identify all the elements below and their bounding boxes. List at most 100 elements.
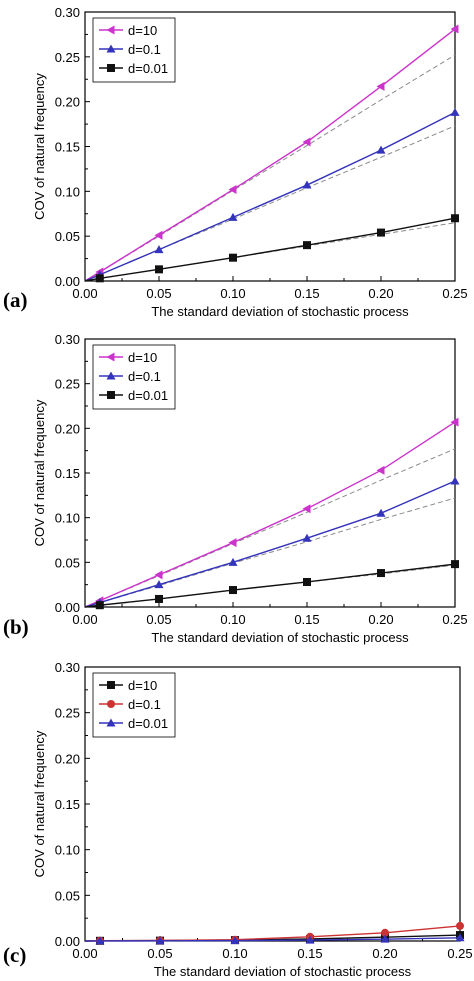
series-line-2 bbox=[84, 563, 456, 608]
legend-marker-1 bbox=[106, 371, 116, 380]
data-point-series-2 bbox=[155, 594, 163, 603]
y-tick-label: 0.05 bbox=[55, 229, 80, 244]
data-point-series-1 bbox=[376, 145, 386, 154]
data-point-series-1 bbox=[381, 928, 389, 937]
legend-label-2: d=0.01 bbox=[128, 388, 168, 403]
data-point-series-1 bbox=[302, 533, 312, 542]
chart-svg-c: 0.00 0.05 0.10 0.15 0.20 0.25 0.30 0.00 0.05 0.10… bbox=[32, 660, 473, 979]
legend-box bbox=[92, 17, 176, 83]
legend-marker-0 bbox=[107, 681, 115, 689]
series-line-1 bbox=[84, 111, 456, 282]
data-point-series-2 bbox=[380, 934, 390, 943]
legend-marker-0 bbox=[106, 25, 115, 35]
y-tick-label: 0.20 bbox=[55, 95, 80, 110]
legend-marker-2 bbox=[106, 718, 116, 727]
data-point-series-1 bbox=[376, 508, 386, 517]
legend-marker-2 bbox=[107, 64, 115, 72]
data-point-series-0 bbox=[302, 504, 311, 514]
chart-svg-a: 0.00 0.05 0.10 0.15 0.20 0.25 0.30 0.00 0.05 0.10… bbox=[32, 5, 468, 319]
chart-panel-b: 0.00 0.05 0.10 0.15 0.20 0.25 0.30 0.00 0.05 0.10… bbox=[0, 327, 474, 654]
data-point-series-0 bbox=[450, 24, 459, 34]
x-tick-label: 0.20 bbox=[372, 946, 397, 961]
data-point-series-2 bbox=[303, 241, 311, 250]
data-point-series-0 bbox=[228, 538, 237, 548]
data-point-series-0 bbox=[302, 137, 311, 147]
y-tick-label: 0.00 bbox=[55, 600, 80, 615]
legend-label-1: d=0.1 bbox=[128, 42, 161, 57]
x-tick-label: 0.05 bbox=[146, 286, 171, 301]
chart-panel-c: 0.00 0.05 0.10 0.15 0.20 0.25 0.30 0.00 0.05 0.10… bbox=[0, 654, 474, 981]
legend-label-2: d=0.01 bbox=[128, 61, 168, 76]
panel-label-c: (c) bbox=[3, 943, 27, 967]
series-line-0 bbox=[84, 421, 456, 608]
legend-box bbox=[92, 344, 176, 410]
x-tick-label: 0.05 bbox=[147, 946, 172, 961]
data-point-series-1 bbox=[450, 476, 460, 485]
data-point-series-1 bbox=[456, 921, 464, 930]
y-tick-label: 0.25 bbox=[55, 377, 80, 392]
x-tick-label: 0.15 bbox=[294, 286, 319, 301]
data-point-series-2 bbox=[305, 935, 315, 944]
data-point-series-0 bbox=[154, 570, 163, 580]
x-tick-label: 0.05 bbox=[146, 612, 171, 627]
y-tick-label: 0.15 bbox=[55, 466, 80, 481]
x-tick-label: 0.20 bbox=[368, 612, 393, 627]
y-tick-label: 0.10 bbox=[55, 843, 80, 858]
series-line-1 bbox=[84, 480, 456, 608]
data-point-series-2 bbox=[155, 265, 163, 274]
legend-label-1: d=0.1 bbox=[128, 369, 161, 384]
legend-label-1: d=0.1 bbox=[128, 697, 161, 712]
chart-panel-a: 0.00 0.05 0.10 0.15 0.20 0.25 0.30 0.00 0.05 0.10… bbox=[0, 0, 474, 327]
y-tick-label: 0.20 bbox=[55, 421, 80, 436]
y-tick-label: 0.30 bbox=[55, 5, 80, 20]
y-tick-label: 0.15 bbox=[55, 797, 80, 812]
data-point-series-1 bbox=[154, 580, 164, 589]
series-line-2 bbox=[84, 217, 456, 282]
data-point-series-2 bbox=[377, 569, 385, 578]
y-axis-label: COV of natural frequency bbox=[32, 73, 47, 220]
data-point-series-1 bbox=[154, 245, 164, 254]
data-point-series-0 bbox=[376, 81, 385, 91]
data-point-series-1 bbox=[228, 557, 238, 566]
y-tick-label: 0.00 bbox=[55, 934, 80, 949]
data-point-series-2 bbox=[451, 560, 459, 569]
panel-label-b: (b) bbox=[3, 615, 29, 639]
x-tick-label: 0.00 bbox=[72, 286, 97, 301]
data-point-series-0 bbox=[450, 417, 459, 427]
y-axis-label: COV of natural frequency bbox=[32, 399, 47, 546]
data-point-series-2 bbox=[377, 228, 385, 237]
x-tick-label: 0.10 bbox=[220, 286, 245, 301]
data-point-series-1 bbox=[450, 107, 460, 116]
x-axis-label: The standard deviation of stochastic pro… bbox=[154, 964, 412, 979]
y-tick-label: 0.15 bbox=[55, 140, 80, 155]
x-tick-label: 0.10 bbox=[222, 946, 247, 961]
y-tick-label: 0.25 bbox=[55, 706, 80, 721]
data-point-series-2 bbox=[230, 936, 240, 945]
x-axis-label: The standard deviation of stochastic pro… bbox=[151, 630, 409, 645]
y-tick-label: 0.10 bbox=[55, 184, 80, 199]
x-tick-label: 0.10 bbox=[220, 612, 245, 627]
y-tick-label: 0.05 bbox=[55, 555, 80, 570]
x-tick-label: 0.25 bbox=[442, 286, 467, 301]
data-point-series-2 bbox=[229, 586, 237, 595]
data-point-series-0 bbox=[154, 230, 163, 240]
y-tick-label: 0.05 bbox=[55, 888, 80, 903]
x-tick-label: 0.25 bbox=[447, 946, 472, 961]
data-point-series-2 bbox=[95, 601, 104, 610]
data-point-series-2 bbox=[155, 936, 165, 945]
x-tick-label: 0.15 bbox=[294, 612, 319, 627]
legend-marker-0 bbox=[106, 352, 115, 362]
data-point-series-2 bbox=[95, 936, 105, 945]
y-tick-label: 0.30 bbox=[55, 332, 80, 347]
legend-label-0: d=10 bbox=[128, 678, 157, 693]
x-tick-label: 0.00 bbox=[72, 612, 97, 627]
data-point-series-0 bbox=[376, 465, 385, 475]
data-point-series-1 bbox=[302, 180, 312, 189]
data-point-series-2 bbox=[451, 214, 459, 223]
legend-marker-1 bbox=[107, 700, 115, 708]
data-point-series-2 bbox=[303, 577, 311, 586]
data-point-series-2 bbox=[95, 274, 104, 283]
y-tick-label: 0.30 bbox=[55, 660, 80, 675]
legend-label-0: d=10 bbox=[128, 350, 157, 365]
data-point-series-0 bbox=[228, 185, 237, 195]
